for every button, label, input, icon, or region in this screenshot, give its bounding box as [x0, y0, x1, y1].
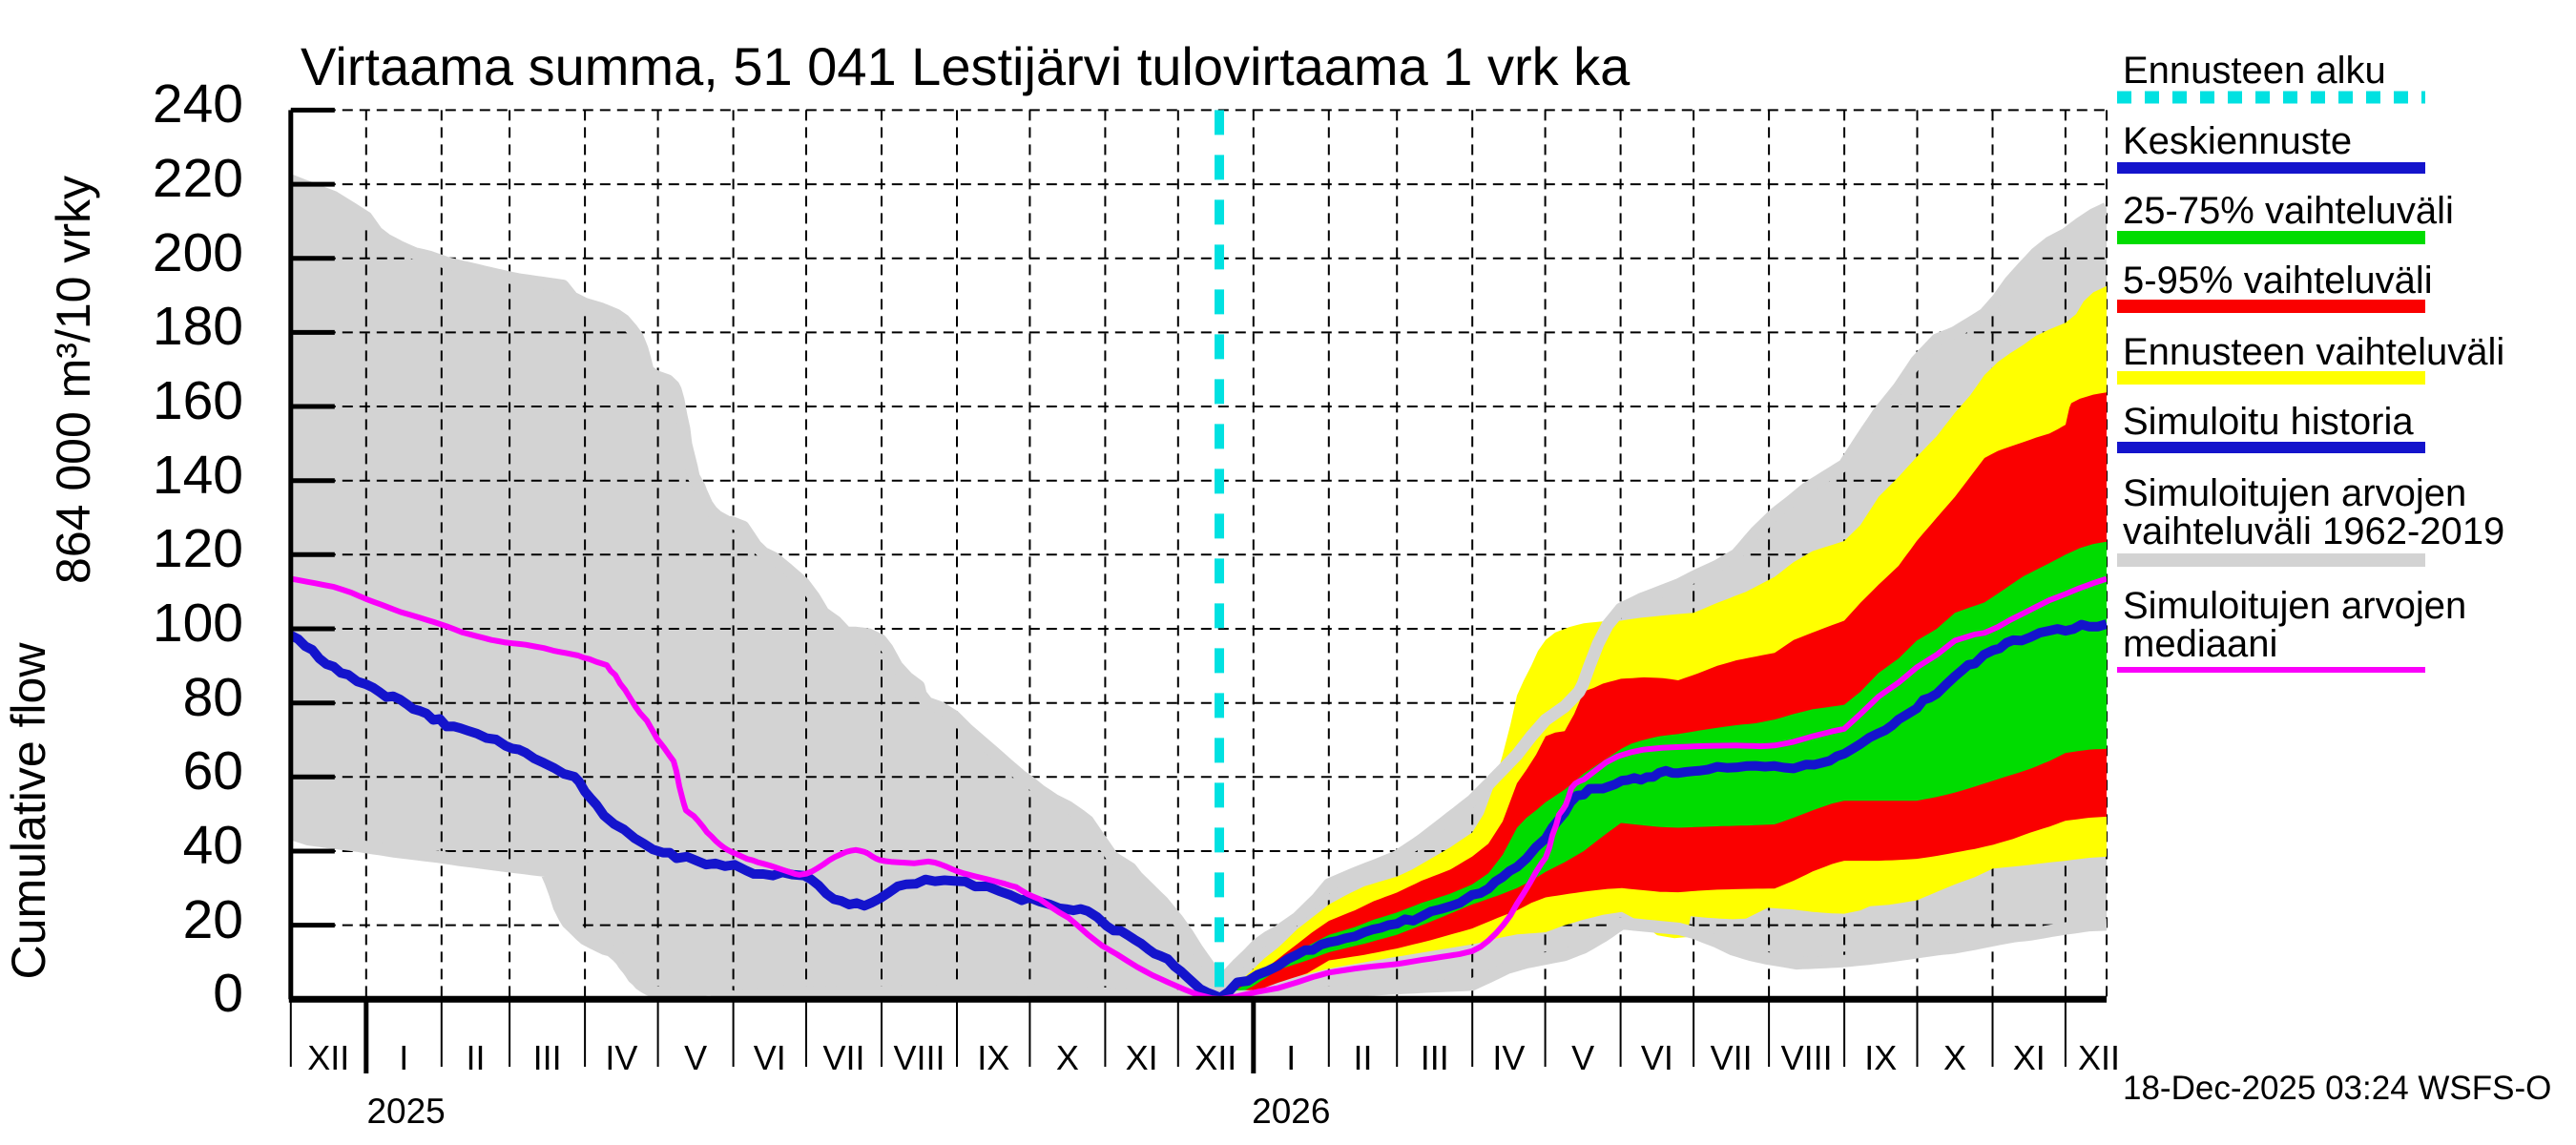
svg-text:Simuloitujen arvojen: Simuloitujen arvojen	[2123, 472, 2466, 514]
svg-text:VII: VII	[822, 1038, 864, 1077]
svg-text:VIII: VIII	[893, 1038, 945, 1077]
svg-text:VI: VI	[754, 1038, 786, 1077]
svg-text:X: X	[1056, 1038, 1079, 1077]
svg-text:II: II	[1353, 1038, 1372, 1077]
svg-text:XI: XI	[2013, 1038, 2046, 1077]
svg-text:III: III	[1421, 1038, 1449, 1077]
svg-text:2026: 2026	[1252, 1092, 1330, 1131]
svg-text:VIII: VIII	[1781, 1038, 1833, 1077]
svg-text:18-Dec-2025 03:24 WSFS-O: 18-Dec-2025 03:24 WSFS-O	[2123, 1070, 2551, 1107]
svg-text:180: 180	[153, 296, 243, 357]
svg-text:25-75% vaihteluväli: 25-75% vaihteluväli	[2123, 190, 2454, 232]
svg-text:XI: XI	[1126, 1038, 1158, 1077]
svg-text:Cumulative flow: Cumulative flow	[2, 642, 55, 980]
svg-text:120: 120	[153, 518, 243, 579]
svg-text:220: 220	[153, 148, 243, 209]
svg-text:I: I	[399, 1038, 408, 1077]
svg-text:Virtaama summa, 51 041 Lestijä: Virtaama summa, 51 041 Lestijärvi tulovi…	[301, 36, 1631, 96]
svg-text:Ennusteen vaihteluväli: Ennusteen vaihteluväli	[2123, 331, 2504, 373]
svg-text:IV: IV	[605, 1038, 637, 1077]
svg-text:80: 80	[183, 667, 243, 728]
svg-text:IV: IV	[1492, 1038, 1525, 1077]
svg-text:100: 100	[153, 593, 243, 654]
svg-text:20: 20	[183, 889, 243, 950]
svg-text:5-95% vaihteluväli: 5-95% vaihteluväli	[2123, 260, 2433, 302]
svg-text:vaihteluväli 1962-2019: vaihteluväli 1962-2019	[2123, 510, 2504, 552]
svg-text:0: 0	[213, 963, 243, 1024]
svg-text:IX: IX	[977, 1038, 1009, 1077]
svg-text:V: V	[1571, 1038, 1594, 1077]
svg-text:II: II	[466, 1038, 485, 1077]
svg-text:III: III	[533, 1038, 562, 1077]
svg-text:40: 40	[183, 815, 243, 876]
svg-text:I: I	[1286, 1038, 1296, 1077]
svg-text:140: 140	[153, 445, 243, 506]
svg-text:2025: 2025	[366, 1092, 445, 1131]
svg-text:Simuloitu historia: Simuloitu historia	[2123, 401, 2414, 443]
svg-text:XII: XII	[307, 1038, 349, 1077]
svg-text:Keskiennuste: Keskiennuste	[2123, 120, 2352, 162]
svg-text:60: 60	[183, 740, 243, 802]
svg-text:Simuloitujen arvojen: Simuloitujen arvojen	[2123, 585, 2466, 627]
svg-text:160: 160	[153, 370, 243, 431]
svg-text:864 000 m³/10 vrky: 864 000 m³/10 vrky	[47, 176, 100, 584]
svg-text:Ennusteen alku: Ennusteen alku	[2123, 50, 2386, 92]
svg-text:V: V	[684, 1038, 707, 1077]
svg-text:X: X	[1943, 1038, 1966, 1077]
svg-text:240: 240	[153, 73, 243, 135]
svg-text:XII: XII	[2078, 1038, 2120, 1077]
svg-text:XII: XII	[1195, 1038, 1236, 1077]
svg-text:VII: VII	[1711, 1038, 1753, 1077]
svg-text:mediaani: mediaani	[2123, 623, 2277, 665]
svg-text:200: 200	[153, 222, 243, 283]
svg-text:VI: VI	[1641, 1038, 1673, 1077]
svg-text:IX: IX	[1864, 1038, 1897, 1077]
